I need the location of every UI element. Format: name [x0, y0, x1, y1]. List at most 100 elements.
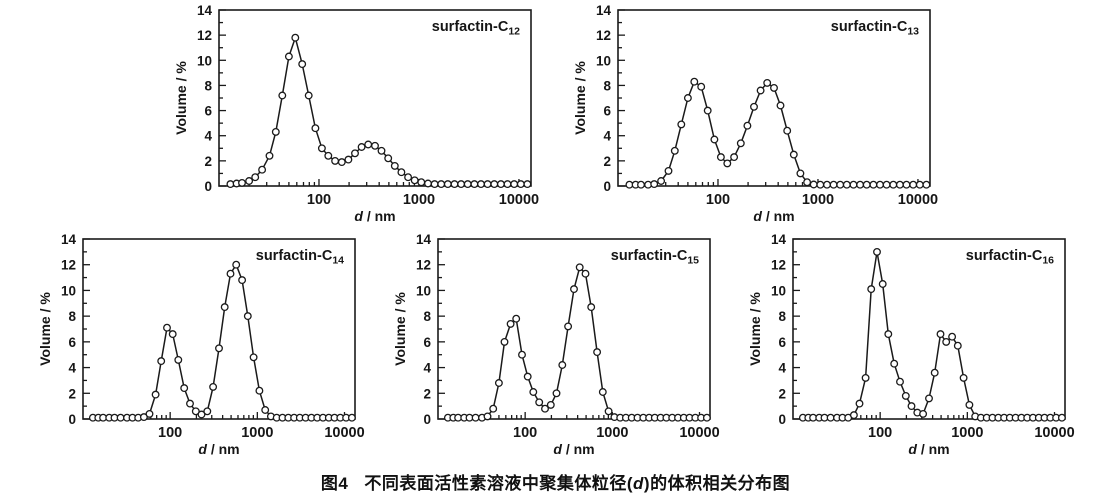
data-point-marker: [855, 399, 864, 408]
y-tick-label: 10: [196, 53, 211, 68]
data-point-marker: [430, 180, 439, 189]
data-point-marker: [670, 146, 679, 155]
chart-surfactin-c14: 0 2 4 6 8 10 12 14 100 1000 10000 Volume / % d / nm s…: [36, 230, 365, 459]
data-point-marker: [855, 180, 864, 189]
y-tick-label: 6: [423, 335, 431, 350]
data-point-marker: [191, 407, 200, 416]
data-point-marker: [722, 159, 731, 168]
y-axis-title: Volume / %: [37, 292, 53, 366]
data-point-marker: [489, 180, 498, 189]
y-axis-title: Volume / %: [747, 292, 763, 366]
data-point-marker: [664, 166, 672, 175]
data-point-marker: [703, 106, 712, 115]
y-tick-label: 12: [771, 258, 786, 273]
data-point-marker: [873, 247, 881, 256]
chart-canvas: 0 2 4 6 8 10 12 14 100 1000 10000 Volume / % d / nm s…: [572, 3, 938, 224]
y-tick-label: 2: [603, 154, 611, 169]
y-tick-label: 14: [771, 232, 787, 247]
y-tick-label: 0: [204, 179, 212, 194]
y-axis-title: Volume / %: [572, 61, 588, 135]
data-point-marker: [443, 180, 452, 189]
data-point-marker: [509, 180, 518, 189]
x-tick-label: 1000: [951, 425, 983, 441]
x-axis-title: d / nm: [198, 441, 239, 457]
y-axis-title: Volume / %: [173, 61, 189, 135]
chart-canvas: 0 2 4 6 8 10 12 14 100 1000 10000 Volume / % d / nm s…: [747, 232, 1075, 457]
chart-canvas: 0 2 4 6 8 10 12 14 100 1000 10000 Volume / % d / nm s…: [173, 3, 539, 224]
y-tick-label: 12: [595, 28, 610, 43]
y-tick-label: 12: [196, 28, 211, 43]
chart-surfactin-c16: 0 2 4 6 8 10 12 14 100 1000 10000 Volume / % d / nm s…: [746, 230, 1075, 459]
data-point-marker: [919, 409, 928, 418]
data-point-marker: [203, 407, 212, 416]
data-point-marker: [116, 413, 125, 422]
data-point-marker: [255, 386, 264, 395]
data-point-marker: [930, 368, 939, 377]
data-point-marker: [151, 390, 160, 399]
y-tick-label: 10: [595, 53, 610, 68]
data-point-marker: [878, 280, 887, 288]
data-point-marker: [689, 77, 698, 86]
x-axis-title: d / nm: [553, 441, 594, 457]
x-tick-label: 10000: [1034, 425, 1074, 441]
chart-surfactin-c13: 0 2 4 6 8 10 12 14 100 1000 10000 Volume / % d / nm s…: [571, 1, 940, 226]
data-series: [624, 77, 930, 189]
data-point-marker: [936, 330, 945, 339]
y-tick-label: 0: [68, 412, 76, 427]
data-point-marker: [915, 180, 924, 189]
data-point-marker: [959, 373, 968, 382]
data-series: [443, 263, 711, 422]
y-tick-label: 0: [778, 412, 786, 427]
data-point-marker: [271, 127, 280, 136]
data-point-marker: [769, 83, 778, 92]
data-point-marker: [518, 350, 526, 359]
data-point-marker: [494, 379, 503, 387]
data-point-marker: [604, 407, 613, 416]
data-point-marker: [636, 180, 645, 189]
axis-ticks: [793, 238, 1056, 420]
y-tick-label: 6: [603, 104, 611, 119]
data-point-marker: [357, 143, 366, 151]
data-point-marker: [238, 276, 247, 285]
data-point-marker: [884, 330, 893, 339]
data-point-marker: [953, 341, 962, 350]
data-point-marker: [736, 139, 745, 148]
y-tick-label: 2: [423, 386, 431, 401]
x-tick-label: 1000: [596, 425, 628, 441]
data-point-marker: [304, 91, 313, 100]
y-tick-label: 14: [595, 3, 611, 18]
axis-ticks: [83, 238, 346, 420]
data-point-marker: [476, 180, 485, 189]
data-point-marker: [512, 314, 521, 323]
y-tick-label: 4: [423, 361, 431, 376]
data-point-marker: [249, 353, 258, 362]
data-point-marker: [483, 412, 492, 421]
data-point-marker: [350, 149, 359, 158]
x-tick-label: 100: [705, 192, 729, 208]
data-point-marker: [965, 400, 974, 409]
data-point-marker: [656, 177, 665, 185]
x-tick-label: 100: [868, 425, 892, 441]
x-tick-label: 10000: [897, 192, 937, 208]
data-point-marker: [163, 323, 171, 332]
series-label: surfactin-C14: [256, 248, 344, 267]
data-point-marker: [683, 94, 692, 102]
data-point-marker: [593, 348, 602, 357]
data-point-marker: [489, 404, 498, 413]
data-point-marker: [522, 180, 531, 189]
data-point-marker: [243, 312, 252, 321]
data-point-marker: [558, 361, 567, 369]
plot-frame: [217, 9, 532, 187]
y-tick-label: 0: [423, 412, 431, 427]
axis-ticks: [218, 9, 520, 187]
data-point-marker: [529, 388, 538, 396]
data-series: [798, 247, 1066, 422]
x-tick-label: 1000: [241, 425, 273, 441]
y-tick-label: 14: [61, 232, 77, 247]
y-tick-label: 8: [423, 309, 431, 324]
data-point-marker: [215, 344, 223, 353]
series-label: surfactin-C16: [966, 248, 1054, 267]
data-point-marker: [237, 178, 246, 187]
data-point-marker: [908, 180, 917, 189]
data-point-marker: [370, 141, 379, 150]
